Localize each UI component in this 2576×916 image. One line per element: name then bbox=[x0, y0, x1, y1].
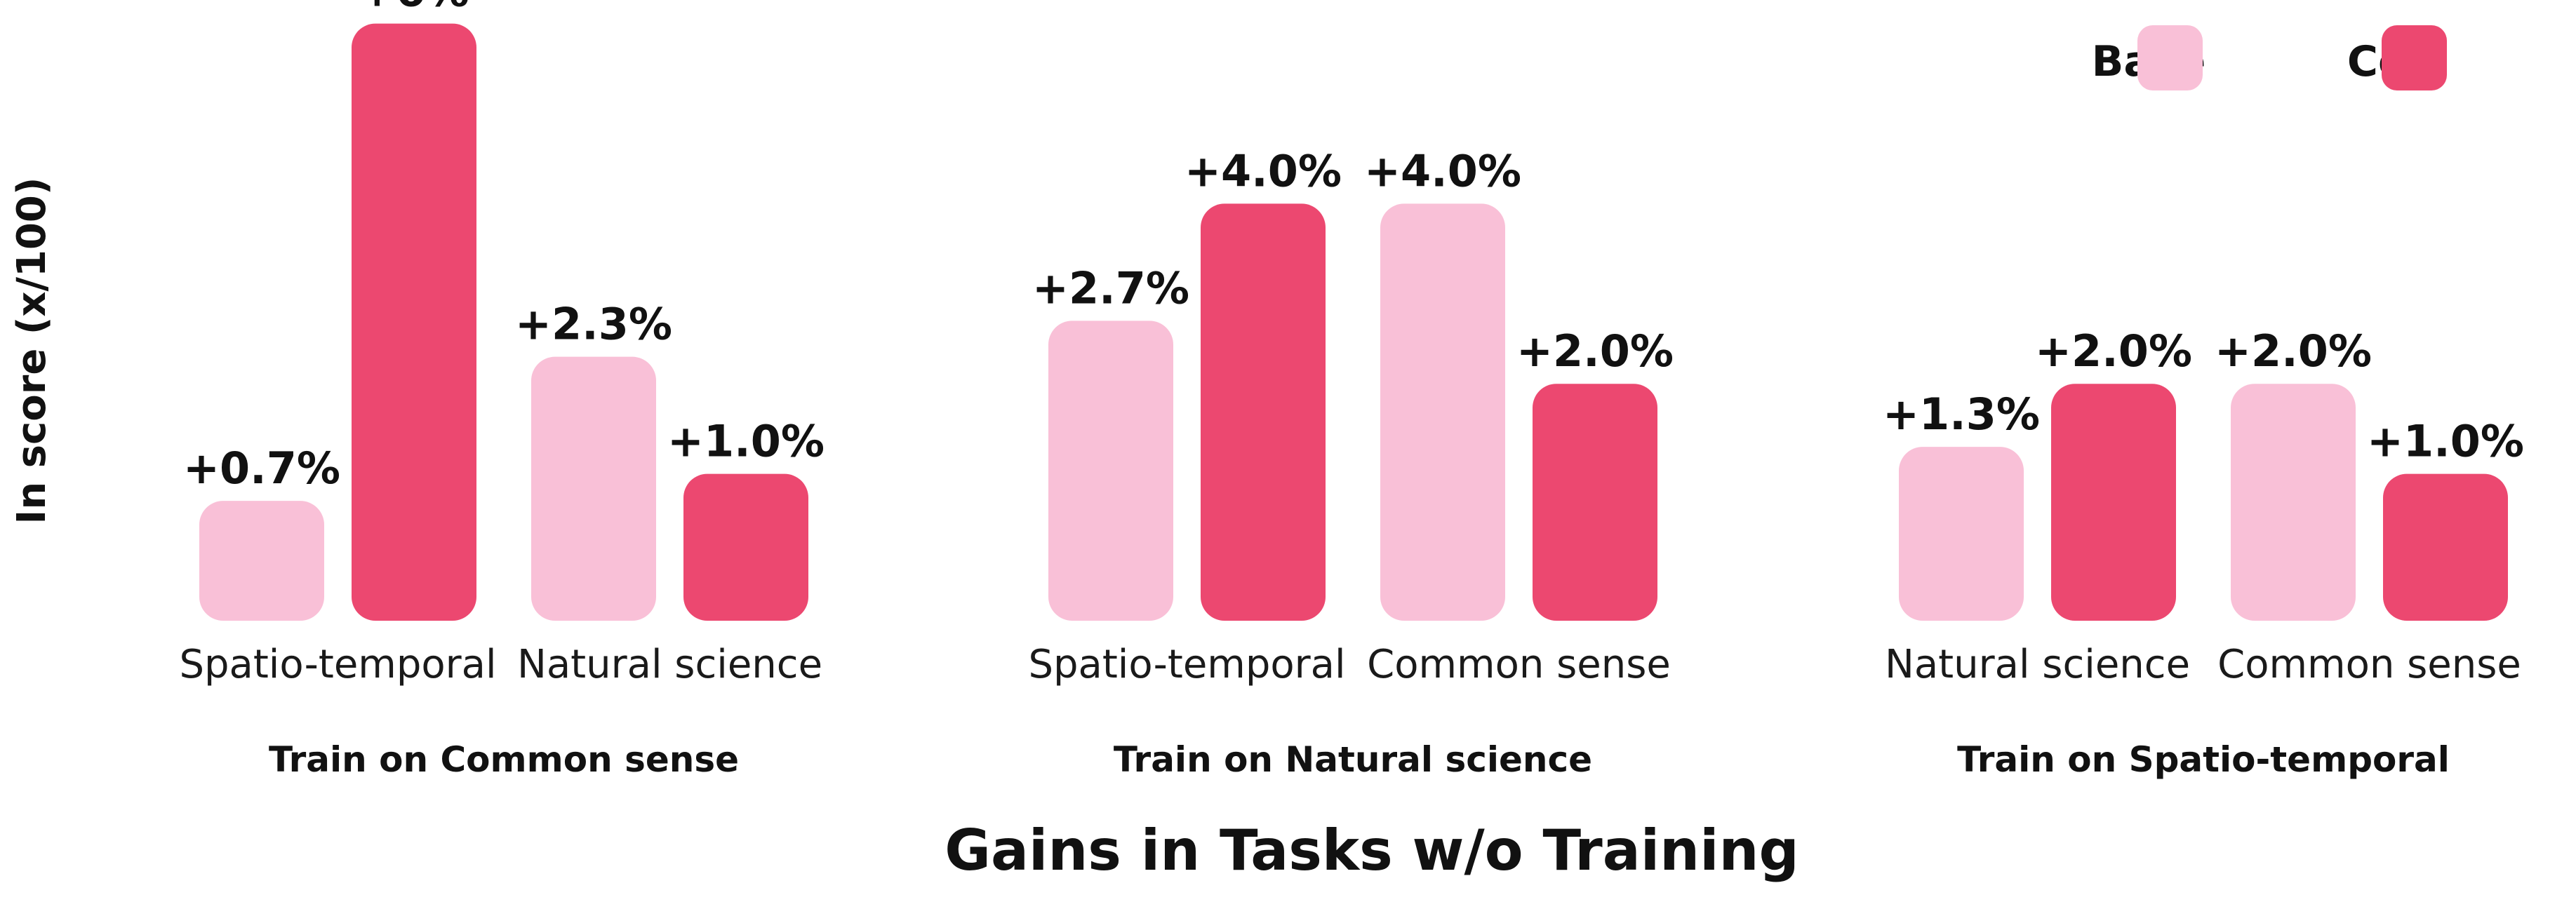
data-label: +2.7% bbox=[1032, 262, 1189, 314]
bar-base-3-1 bbox=[1899, 447, 2024, 621]
legend: BaseCoT bbox=[2092, 25, 2447, 90]
data-label: +4.0% bbox=[1184, 145, 1342, 196]
group-label: Train on Spatio-temporal bbox=[1957, 739, 2450, 780]
chart-title: Gains in Tasks w/o Training bbox=[945, 818, 1798, 883]
bar-base-3-2 bbox=[2231, 384, 2356, 621]
data-label: +2.0% bbox=[1516, 325, 1674, 377]
bar-cot-3-2 bbox=[2383, 473, 2508, 621]
bar-base-2-2 bbox=[1380, 203, 1505, 621]
data-label: +0.7% bbox=[183, 443, 340, 494]
bar-group-3: +1.3% +2.0% Natural science +2.0% +1.0% Commo… bbox=[1883, 325, 2524, 780]
category-label: Spatio-temporal bbox=[1028, 642, 1345, 687]
data-label: +2.0% bbox=[2215, 325, 2372, 377]
data-label: +6% bbox=[359, 0, 469, 17]
bar-cot-1-1 bbox=[352, 23, 476, 621]
category-label: Natural science bbox=[517, 642, 822, 687]
bar-cot-3-1 bbox=[2051, 384, 2176, 621]
legend-swatch-cot bbox=[2382, 25, 2447, 90]
data-label: +2.3% bbox=[515, 299, 672, 350]
category-label: Spatio-temporal bbox=[179, 642, 496, 687]
category-label: Natural science bbox=[1885, 642, 2190, 687]
data-label: +4.0% bbox=[1364, 145, 1521, 196]
bar-cot-2-2 bbox=[1533, 384, 1657, 621]
bar-base-1-2 bbox=[531, 356, 656, 621]
category-label: Common sense bbox=[2217, 642, 2521, 687]
bar-group-2: +2.7% +4.0% Spatio-temporal +4.0% +2.0% Commo… bbox=[1028, 145, 1674, 780]
data-label: +2.0% bbox=[2035, 325, 2192, 377]
bar-cot-1-2 bbox=[683, 473, 808, 621]
bar-base-1-1 bbox=[199, 501, 324, 621]
bar-base-2-1 bbox=[1048, 321, 1173, 621]
bar-cot-2-1 bbox=[1201, 203, 1326, 621]
bar-group-1: +0.7% +6% Spatio-temporal +2.3% +1.0% Natural… bbox=[179, 0, 825, 780]
data-label: +1.0% bbox=[667, 416, 825, 467]
data-label: +1.3% bbox=[1883, 389, 2040, 440]
bars: +0.7% +6% Spatio-temporal +2.3% +1.0% Natural… bbox=[179, 0, 2524, 780]
group-label: Train on Natural science bbox=[1114, 739, 1592, 780]
data-label: +1.0% bbox=[2367, 416, 2524, 467]
category-label: Common sense bbox=[1367, 642, 1671, 687]
y-axis-label: In score (x/100) bbox=[9, 177, 55, 525]
group-label: Train on Common sense bbox=[269, 739, 739, 780]
legend-swatch-base bbox=[2137, 25, 2203, 90]
